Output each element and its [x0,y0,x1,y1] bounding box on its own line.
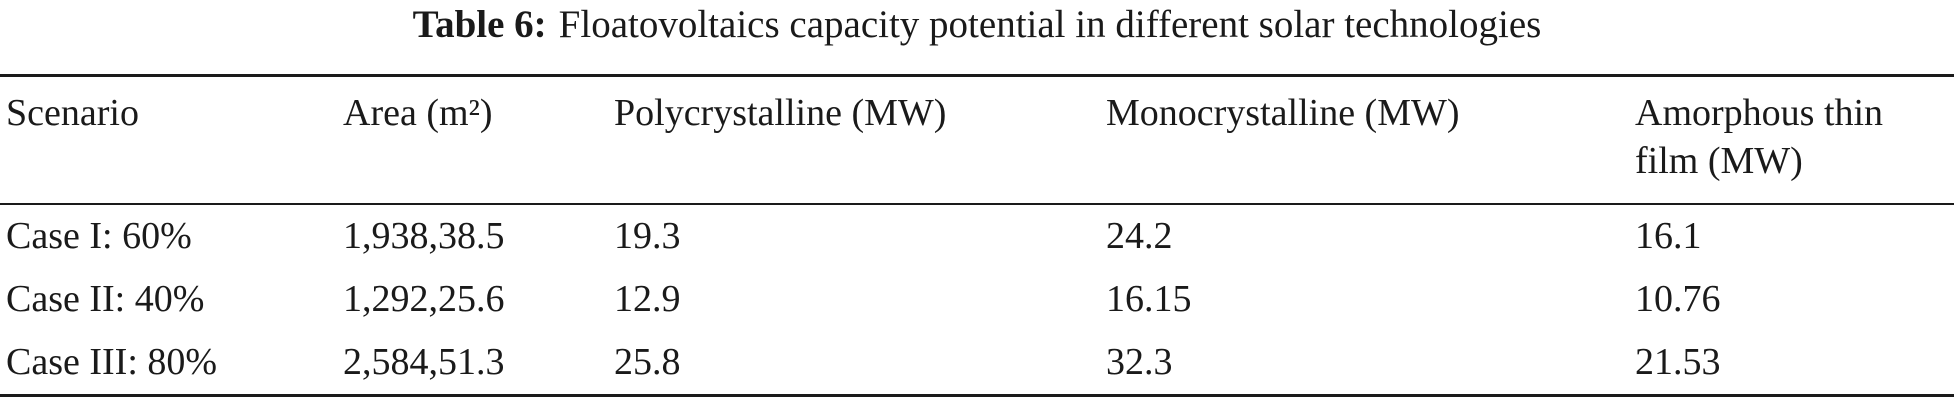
table-cell: 19.3 [614,215,681,257]
table-cell: Case III: 80% [6,341,218,383]
table-row: Case II: 40% 1,292,25.6 12.9 16.15 10.76 [0,268,1954,331]
column-header: Monocrystalline (MW) [1100,76,1629,205]
table-row: Case III: 80% 2,584,51.3 25.8 32.3 21.53 [0,331,1954,396]
column-header: Amorphous thin film (MW) [1629,76,1954,205]
table-cell: 2,584,51.3 [343,341,505,383]
table-cell: 1,292,25.6 [343,278,505,320]
column-header: Area (m²) [337,76,608,205]
header-row: Scenario Area (m²) Polycrystalline (MW) Mon… [0,75,1954,205]
table-cell: Case I: 60% [6,215,192,257]
table-body: Case I: 60% 1,938,38.5 19.3 24.2 16.1 Case II… [0,204,1954,396]
table-caption: Table 6: Floatovoltaics capacity potentia… [0,2,1954,48]
table-cell: 12.9 [614,278,681,320]
table-cell: 32.3 [1106,341,1173,383]
table-cell: 16.15 [1106,278,1192,320]
column-header-text: Monocrystalline (MW) [1106,92,1460,134]
caption-label: Table 6: [412,3,547,46]
table-cell: 16.1 [1635,215,1702,257]
table-cell: 24.2 [1106,215,1173,257]
column-header-text: Amorphous thin film (MW) [1635,92,1884,182]
data-table: Scenario Area (m²) Polycrystalline (MW) Mon… [0,74,1954,397]
table-cell: Case II: 40% [6,278,205,320]
column-header-text: Polycrystalline (MW) [614,92,947,134]
table-row: Case I: 60% 1,938,38.5 19.3 24.2 16.1 [0,204,1954,268]
column-header: Scenario [0,76,337,205]
column-header: Polycrystalline (MW) [608,76,1100,205]
table-cell: 25.8 [614,341,681,383]
column-header-text: Area (m²) [343,92,493,134]
column-header-text: Scenario [6,92,139,134]
table-cell: 21.53 [1635,341,1721,383]
caption-text: Floatovoltaics capacity potential in dif… [558,3,1542,46]
table-cell: 1,938,38.5 [343,215,505,257]
table-header: Scenario Area (m²) Polycrystalline (MW) Mon… [0,75,1954,205]
table-cell: 10.76 [1635,278,1721,320]
